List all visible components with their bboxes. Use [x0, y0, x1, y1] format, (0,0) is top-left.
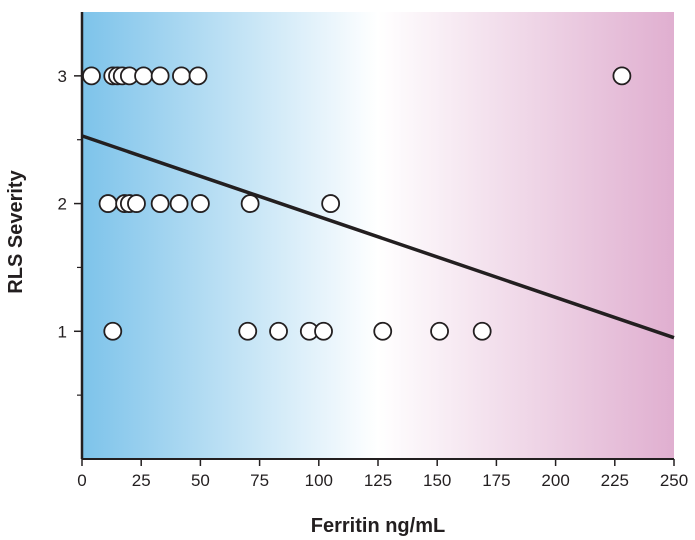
- data-point: [172, 66, 191, 86]
- x-tick-label: 250: [660, 471, 688, 490]
- data-point: [150, 66, 170, 86]
- data-point: [321, 194, 341, 213]
- y-axis-title: RLS Severity: [5, 169, 27, 293]
- x-axis-title: Ferritin ng/mL: [311, 515, 445, 537]
- data-point: [373, 321, 393, 341]
- data-point: [314, 321, 333, 341]
- data-point: [240, 194, 260, 213]
- x-tick-label: 100: [305, 471, 333, 490]
- data-point: [150, 194, 170, 213]
- x-tick-label: 125: [364, 471, 392, 490]
- data-point: [190, 194, 210, 213]
- x-tick-label: 175: [482, 471, 510, 490]
- data-point: [430, 321, 449, 341]
- data-point: [269, 321, 288, 341]
- data-point: [82, 66, 101, 86]
- x-tick-label: 75: [250, 471, 269, 490]
- x-tick-label: 50: [191, 471, 210, 490]
- data-point: [103, 321, 123, 341]
- x-tick-label: 150: [423, 471, 451, 490]
- x-tick-label: 225: [601, 471, 629, 490]
- data-point: [612, 66, 632, 86]
- data-point: [169, 194, 189, 213]
- y-tick-label: 2: [58, 195, 67, 214]
- y-tick-label: 1: [58, 322, 67, 341]
- x-tick-label: 200: [541, 471, 569, 490]
- data-point: [188, 66, 208, 86]
- data-point: [472, 321, 492, 341]
- data-point: [238, 321, 258, 341]
- data-point: [127, 194, 146, 213]
- data-point: [134, 66, 153, 86]
- x-tick-label: 0: [77, 471, 86, 490]
- y-tick-label: 3: [58, 67, 67, 86]
- trend-line: [81, 134, 675, 340]
- data-point: [98, 194, 118, 213]
- x-tick-label: 25: [132, 471, 151, 490]
